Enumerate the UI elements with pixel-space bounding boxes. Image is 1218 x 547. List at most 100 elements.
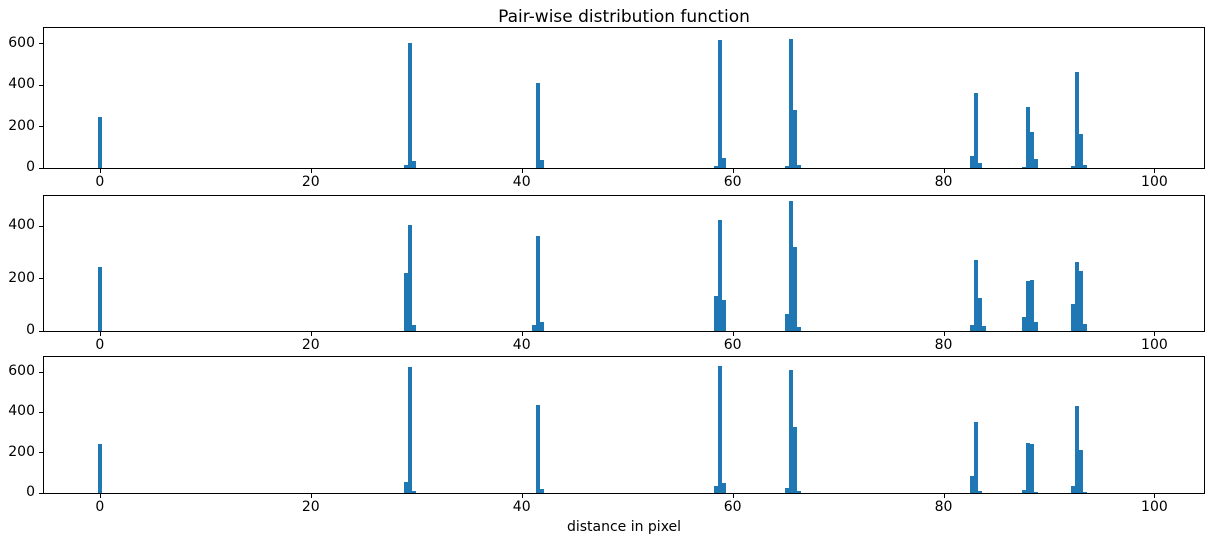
y-tick-label: 0 (26, 159, 35, 175)
histogram-bar (1021, 166, 1026, 168)
y-tick-mark (39, 330, 44, 332)
x-tick-label: 20 (301, 174, 320, 190)
x-tick-label: 100 (1141, 174, 1168, 190)
subplot-middle: 0 20 40 60 80 100 0 200 400 (8, 195, 1205, 353)
y-tick-label: 400 (8, 76, 35, 93)
histogram-bar (1082, 491, 1087, 493)
histogram-bar (536, 235, 541, 331)
y-tick-mark (39, 126, 44, 128)
histogram-bar (1025, 106, 1030, 168)
histogram-bar (1025, 442, 1030, 493)
figure-title: Pair-wise distribution function (498, 7, 750, 27)
y-tick-label: 0 (26, 322, 35, 338)
histogram-bar (1033, 491, 1038, 493)
histogram-bar (982, 325, 987, 331)
x-tick-label: 80 (934, 337, 953, 353)
y-tick-mark (39, 492, 44, 494)
y-tick-label: 200 (8, 117, 35, 134)
x-tick-mark (1154, 168, 1156, 173)
histogram-bar (789, 370, 794, 493)
histogram-bar (978, 297, 983, 331)
subplot-top: 0 20 40 60 80 100 0 200 400 600 (8, 27, 1205, 190)
histogram-bar (797, 490, 802, 493)
y-tick-label: 400 (8, 217, 35, 234)
x-tick-label: 0 (95, 337, 105, 353)
histogram-bar (1029, 443, 1034, 493)
histogram-bar (974, 92, 979, 168)
histogram-bar (789, 38, 794, 168)
y-tick-mark (39, 43, 44, 45)
y-tick-label: 200 (8, 443, 35, 460)
x-tick-mark (310, 493, 312, 498)
subplot-bottom: 0 20 40 60 80 100 0 200 400 600 (8, 356, 1205, 515)
histogram-bar (1082, 164, 1087, 168)
histogram-bar (1078, 270, 1083, 331)
x-tick-mark (99, 493, 101, 498)
histogram-bar (721, 482, 726, 493)
y-tick-mark (39, 452, 44, 454)
histogram-bar (974, 422, 979, 493)
x-tick-label: 60 (723, 499, 742, 515)
x-tick-mark (99, 168, 101, 173)
x-tick-label: 100 (1141, 337, 1168, 353)
histogram-bar (713, 485, 718, 493)
x-tick-mark (310, 168, 312, 173)
histogram-bar (713, 165, 718, 168)
histogram-bar (970, 155, 975, 168)
histogram-bar (970, 324, 975, 331)
histogram-bar (408, 367, 413, 493)
y-tick-mark (39, 278, 44, 280)
x-axis-label: distance in pixel (566, 519, 682, 535)
x-tick-label: 80 (934, 174, 953, 190)
histogram-bar (1025, 281, 1030, 331)
histogram-bar (1074, 71, 1079, 168)
histogram-bar (404, 482, 409, 493)
histogram-bar (97, 117, 102, 168)
y-tick-mark (39, 371, 44, 373)
histogram-bar (789, 201, 794, 331)
histogram-bar (717, 39, 722, 168)
histogram-bar (404, 273, 409, 331)
x-tick-mark (732, 168, 734, 173)
histogram-bar (412, 160, 417, 168)
x-tick-mark (943, 168, 945, 173)
histogram-bar (97, 266, 102, 331)
histogram-bar (1070, 486, 1075, 493)
y-tick-label: 600 (8, 363, 35, 380)
x-tick-label: 40 (512, 174, 531, 190)
histogram-bar (785, 488, 790, 493)
histogram-bar (536, 83, 541, 168)
histogram-bar (1070, 304, 1075, 331)
histogram-bar (1029, 131, 1034, 168)
histogram-bar (717, 219, 722, 331)
histogram-bar (412, 491, 417, 493)
x-tick-label: 20 (301, 337, 320, 353)
x-tick-mark (943, 493, 945, 498)
histogram-bar (1070, 166, 1075, 168)
histogram-bar (408, 225, 413, 331)
histogram-bar (1078, 449, 1083, 493)
histogram-bar (797, 164, 802, 168)
histogram-bar (721, 299, 726, 331)
x-tick-mark (1154, 493, 1156, 498)
x-tick-mark (732, 493, 734, 498)
y-tick-label: 200 (8, 269, 35, 286)
y-tick-label: 400 (8, 403, 35, 420)
histogram-bar (1078, 133, 1083, 168)
histogram-bar (1033, 159, 1038, 168)
histogram-bar (408, 42, 413, 168)
y-tick-mark (39, 84, 44, 86)
histogram-bar (717, 366, 722, 493)
x-tick-label: 100 (1141, 499, 1168, 515)
histogram-bar (785, 165, 790, 168)
histogram-bar (797, 326, 802, 331)
y-tick-mark (39, 411, 44, 413)
x-tick-label: 60 (723, 174, 742, 190)
histogram-bar (540, 321, 545, 331)
x-tick-mark (521, 331, 523, 336)
x-tick-label: 40 (512, 337, 531, 353)
histogram-bar (713, 295, 718, 331)
x-tick-mark (1154, 331, 1156, 336)
x-tick-label: 80 (934, 499, 953, 515)
x-tick-label: 0 (95, 174, 105, 190)
